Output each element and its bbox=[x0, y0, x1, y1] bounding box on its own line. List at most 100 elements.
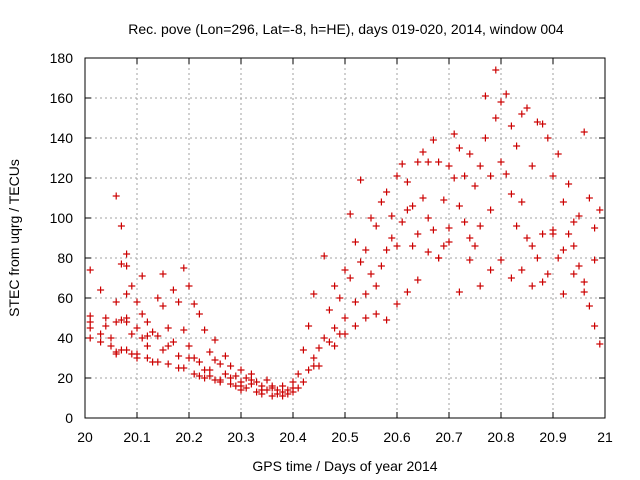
data-point bbox=[325, 306, 333, 314]
data-point bbox=[388, 234, 396, 242]
data-point bbox=[502, 90, 510, 98]
data-point bbox=[341, 330, 349, 338]
data-point bbox=[175, 298, 183, 306]
data-point bbox=[164, 324, 172, 332]
data-point bbox=[102, 322, 110, 330]
data-point bbox=[455, 144, 463, 152]
data-point bbox=[206, 372, 214, 380]
data-point bbox=[279, 382, 287, 390]
data-point bbox=[133, 324, 141, 332]
data-point bbox=[533, 118, 541, 126]
data-point bbox=[164, 360, 172, 368]
data-point bbox=[154, 294, 162, 302]
x-tick-label: 20.9 bbox=[539, 429, 566, 445]
data-point bbox=[450, 174, 458, 182]
data-point bbox=[346, 274, 354, 282]
y-tick-label: 120 bbox=[50, 170, 74, 186]
data-point bbox=[279, 388, 287, 396]
data-point bbox=[445, 162, 453, 170]
data-point bbox=[393, 242, 401, 250]
data-point bbox=[419, 148, 427, 156]
data-point bbox=[86, 266, 94, 274]
data-point bbox=[570, 218, 578, 226]
data-point bbox=[201, 326, 209, 334]
y-tick-label: 80 bbox=[57, 250, 73, 266]
x-tick-label: 20.3 bbox=[227, 429, 254, 445]
data-point bbox=[591, 322, 599, 330]
data-point bbox=[549, 172, 557, 180]
data-point bbox=[523, 234, 531, 242]
data-point bbox=[528, 282, 536, 290]
y-tick-label: 20 bbox=[57, 370, 73, 386]
grid bbox=[85, 58, 605, 418]
data-point bbox=[159, 346, 167, 354]
data-point bbox=[403, 178, 411, 186]
data-point bbox=[351, 238, 359, 246]
data-point bbox=[596, 340, 604, 348]
data-point bbox=[211, 356, 219, 364]
data-point bbox=[320, 252, 328, 260]
data-point bbox=[414, 158, 422, 166]
data-point bbox=[253, 388, 261, 396]
data-point bbox=[97, 286, 105, 294]
data-point bbox=[357, 258, 365, 266]
data-point bbox=[143, 318, 151, 326]
data-point bbox=[513, 142, 521, 150]
data-point bbox=[325, 338, 333, 346]
data-point bbox=[320, 334, 328, 342]
data-point bbox=[383, 316, 391, 324]
data-point bbox=[102, 314, 110, 322]
data-point bbox=[476, 222, 484, 230]
y-tick-label: 40 bbox=[57, 330, 73, 346]
data-point bbox=[159, 270, 167, 278]
data-point bbox=[227, 362, 235, 370]
data-point bbox=[253, 378, 261, 386]
data-point bbox=[159, 302, 167, 310]
data-point bbox=[471, 182, 479, 190]
data-point bbox=[481, 134, 489, 142]
data-point bbox=[117, 222, 125, 230]
data-point bbox=[299, 346, 307, 354]
data-point bbox=[372, 282, 380, 290]
data-point bbox=[372, 310, 380, 318]
data-point bbox=[169, 338, 177, 346]
data-point bbox=[237, 382, 245, 390]
data-point bbox=[565, 230, 573, 238]
data-point bbox=[455, 288, 463, 296]
data-point bbox=[372, 222, 380, 230]
data-point bbox=[539, 278, 547, 286]
plot-frame bbox=[84, 57, 606, 419]
data-point bbox=[117, 316, 125, 324]
data-point bbox=[544, 134, 552, 142]
data-point bbox=[190, 370, 198, 378]
data-point bbox=[149, 328, 157, 336]
data-point bbox=[341, 314, 349, 322]
data-point bbox=[180, 264, 188, 272]
data-point bbox=[487, 206, 495, 214]
data-point bbox=[450, 130, 458, 138]
data-point bbox=[211, 336, 219, 344]
data-point bbox=[284, 390, 292, 398]
data-points bbox=[86, 66, 604, 400]
data-point bbox=[554, 254, 562, 262]
data-point bbox=[169, 286, 177, 294]
data-point bbox=[435, 158, 443, 166]
data-point bbox=[445, 238, 453, 246]
tick-labels: 20 20.1 20.2 20.3 20.4 20.5 20.6 20.7 20.8 20.9 21… bbox=[50, 50, 613, 445]
data-point bbox=[299, 378, 307, 386]
data-point bbox=[549, 230, 557, 238]
data-point bbox=[86, 312, 94, 320]
data-point bbox=[565, 180, 573, 188]
data-point bbox=[206, 348, 214, 356]
data-point bbox=[86, 334, 94, 342]
data-point bbox=[221, 370, 229, 378]
y-tick-label: 100 bbox=[50, 210, 74, 226]
data-point bbox=[263, 376, 271, 384]
data-point bbox=[487, 172, 495, 180]
data-point bbox=[107, 334, 115, 342]
data-point bbox=[575, 212, 583, 220]
data-point bbox=[559, 246, 567, 254]
data-point bbox=[346, 210, 354, 218]
data-point bbox=[185, 342, 193, 350]
data-point bbox=[331, 324, 339, 332]
